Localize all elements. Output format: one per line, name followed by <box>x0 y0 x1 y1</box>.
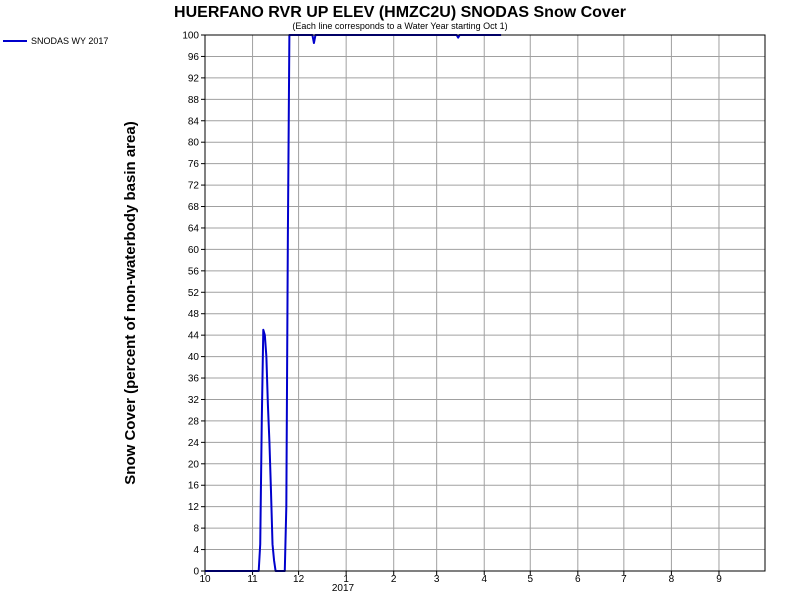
x-tick-label: 11 <box>247 574 258 585</box>
y-tick-label: 12 <box>188 502 200 513</box>
chart-subtitle: (Each line corresponds to a Water Year s… <box>292 21 507 31</box>
y-tick-label: 96 <box>188 52 200 63</box>
y-tick-label: 56 <box>188 266 200 277</box>
x-tick-label: 5 <box>527 574 533 585</box>
y-tick-label: 0 <box>193 567 199 578</box>
y-tick-label: 16 <box>188 481 200 492</box>
chart-title: HUERFANO RVR UP ELEV (HMZC2U) SNODAS Sno… <box>174 4 626 21</box>
y-tick-label: 100 <box>182 31 199 42</box>
y-axis-label: Snow Cover (percent of non-waterbody bas… <box>122 121 139 484</box>
y-tick-label: 60 <box>188 245 200 256</box>
y-tick-label: 80 <box>188 138 200 149</box>
plot-frame <box>204 34 766 572</box>
y-tick-label: 84 <box>188 116 200 127</box>
y-tick-label: 72 <box>188 181 200 192</box>
y-axis-ticks: 0481216202428323640444852566064687276808… <box>182 31 205 578</box>
y-tick-label: 44 <box>188 331 200 342</box>
y-tick-label: 48 <box>188 309 200 320</box>
y-tick-label: 92 <box>188 73 200 84</box>
y-tick-label: 28 <box>188 416 200 427</box>
y-tick-label: 4 <box>193 545 199 556</box>
x-axis-ticks: 10 11 12 1 2 3 4 5 6 7 8 9 <box>199 571 722 585</box>
grid <box>205 34 765 572</box>
x-tick-label: 12 <box>293 574 305 585</box>
x-tick-label: 10 <box>199 574 211 585</box>
x-tick-label: 7 <box>621 574 627 585</box>
y-tick-label: 52 <box>188 288 200 299</box>
x-tick-label: 8 <box>669 574 675 585</box>
x-year-label: 2017 <box>332 583 355 594</box>
x-tick-label: 4 <box>481 574 487 585</box>
y-tick-label: 20 <box>188 459 200 470</box>
x-tick-label: 9 <box>716 574 722 585</box>
legend-label: SNODAS WY 2017 <box>31 36 108 46</box>
y-tick-label: 24 <box>188 438 200 449</box>
y-tick-label: 64 <box>188 223 200 234</box>
y-tick-label: 8 <box>193 524 199 535</box>
y-tick-label: 76 <box>188 159 200 170</box>
x-tick-label: 6 <box>575 574 581 585</box>
y-tick-label: 36 <box>188 374 200 385</box>
y-tick-label: 40 <box>188 352 200 363</box>
x-tick-label: 1 <box>343 574 349 585</box>
legend: SNODAS WY 2017 <box>3 36 108 46</box>
x-tick-label: 3 <box>434 574 440 585</box>
y-tick-label: 32 <box>188 395 200 406</box>
x-tick-label: 2 <box>391 574 397 585</box>
y-tick-label: 68 <box>188 202 200 213</box>
y-tick-label: 88 <box>188 95 200 106</box>
